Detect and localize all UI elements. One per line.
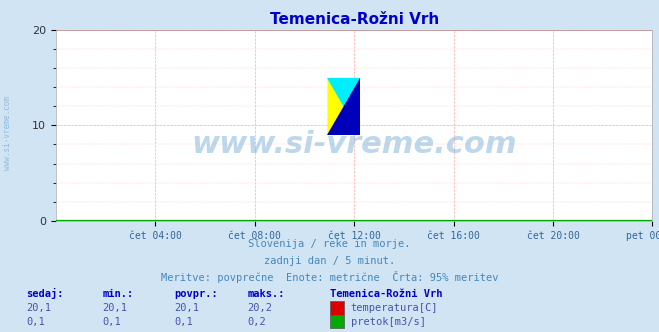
Text: temperatura[C]: temperatura[C] [351,303,438,313]
Text: pretok[m3/s]: pretok[m3/s] [351,317,426,327]
Polygon shape [328,78,360,135]
Text: zadnji dan / 5 minut.: zadnji dan / 5 minut. [264,256,395,266]
Text: 0,1: 0,1 [26,317,45,327]
Text: 20,1: 20,1 [102,303,127,313]
Text: Slovenija / reke in morje.: Slovenija / reke in morje. [248,239,411,249]
Title: Temenica-Rožni Vrh: Temenica-Rožni Vrh [270,12,439,27]
Text: Temenica-Rožni Vrh: Temenica-Rožni Vrh [330,289,442,299]
Polygon shape [328,78,360,135]
Text: sedaj:: sedaj: [26,288,64,299]
Text: povpr.:: povpr.: [175,289,218,299]
Text: maks.:: maks.: [247,289,285,299]
Text: min.:: min.: [102,289,133,299]
Text: 0,1: 0,1 [175,317,193,327]
Text: 0,2: 0,2 [247,317,266,327]
Text: 20,1: 20,1 [26,303,51,313]
Text: www.si-vreme.com: www.si-vreme.com [191,130,517,159]
Text: Meritve: povprečne  Enote: metrične  Črta: 95% meritev: Meritve: povprečne Enote: metrične Črta:… [161,271,498,283]
Polygon shape [328,78,360,135]
Text: 0,1: 0,1 [102,317,121,327]
Text: www.si-vreme.com: www.si-vreme.com [3,96,13,170]
Text: 20,1: 20,1 [175,303,200,313]
Text: 20,2: 20,2 [247,303,272,313]
